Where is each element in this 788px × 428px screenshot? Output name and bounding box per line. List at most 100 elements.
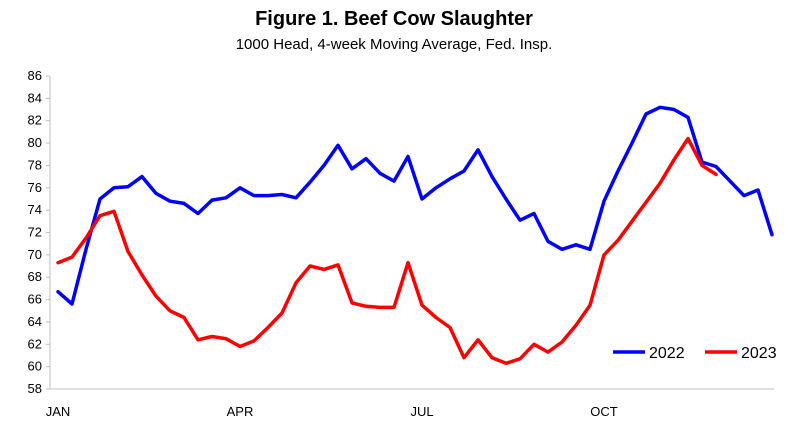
- data-point-2023: [280, 311, 284, 315]
- data-point-2023: [574, 324, 578, 327]
- data-point-2023: [546, 350, 550, 354]
- data-point-2022: [126, 185, 130, 188]
- data-point-2023: [420, 303, 424, 307]
- data-point-2022: [756, 188, 760, 192]
- data-point-2022: [98, 197, 102, 201]
- data-point-2023: [462, 356, 466, 359]
- data-point-2022: [476, 148, 480, 151]
- data-point-2022: [70, 302, 74, 306]
- y-tick-label: 78: [28, 157, 42, 172]
- data-point-2023: [210, 335, 214, 338]
- data-point-2022: [182, 202, 186, 205]
- series-line-2022: [56, 105, 774, 306]
- data-point-2023: [602, 253, 606, 257]
- legend-label-2022: 2022: [649, 345, 685, 362]
- data-point-2023: [406, 261, 410, 264]
- y-tick-label: 70: [28, 247, 42, 262]
- data-point-2022: [56, 290, 60, 293]
- data-point-2022: [224, 196, 228, 200]
- y-tick-label: 82: [28, 113, 42, 128]
- data-point-2022: [672, 108, 676, 111]
- x-tick-label: APR: [227, 404, 254, 419]
- y-tick-label: 86: [28, 68, 42, 83]
- data-point-2023: [140, 273, 144, 277]
- chart-subtitle: 1000 Head, 4-week Moving Average, Fed. I…: [235, 36, 553, 53]
- data-point-2023: [84, 236, 88, 240]
- data-point-2022: [714, 165, 718, 168]
- data-point-2023: [168, 309, 172, 312]
- y-tick-label: 62: [28, 336, 42, 351]
- data-point-2022: [392, 179, 396, 183]
- y-tick-label: 72: [28, 225, 42, 240]
- data-point-2022: [630, 141, 634, 145]
- data-point-2023: [616, 239, 620, 242]
- series-line-2023: [56, 136, 718, 366]
- data-point-2023: [476, 338, 480, 342]
- y-tick-label: 76: [28, 180, 42, 195]
- data-point-2023: [672, 158, 676, 162]
- data-point-2023: [658, 182, 662, 185]
- data-point-2023: [630, 220, 634, 223]
- data-point-2022: [112, 186, 116, 189]
- data-point-2023: [350, 301, 354, 305]
- data-point-2022: [154, 192, 158, 195]
- data-point-2023: [98, 214, 102, 217]
- y-tick-label: 74: [28, 202, 42, 217]
- data-point-2022: [84, 248, 88, 251]
- y-tick-label: 84: [28, 90, 42, 105]
- data-point-2023: [392, 306, 396, 309]
- data-point-2022: [252, 194, 256, 197]
- data-point-2022: [658, 106, 662, 109]
- data-point-2023: [182, 316, 186, 319]
- data-point-2023: [434, 316, 438, 319]
- data-point-2023: [112, 210, 116, 213]
- data-point-2023: [518, 357, 522, 361]
- data-point-2022: [266, 194, 270, 197]
- data-point-2023: [70, 255, 74, 259]
- data-point-2023: [56, 261, 60, 264]
- data-point-2022: [770, 233, 774, 236]
- data-point-2022: [602, 200, 606, 203]
- data-point-2022: [742, 194, 746, 197]
- data-point-2022: [238, 186, 242, 189]
- data-point-2023: [560, 340, 564, 344]
- data-point-2022: [210, 198, 214, 202]
- data-point-2022: [406, 155, 410, 158]
- x-tick-label: OCT: [590, 404, 618, 419]
- x-tick-label: JUL: [410, 404, 433, 419]
- data-point-2022: [518, 219, 522, 222]
- data-point-2023: [266, 326, 270, 329]
- data-point-2022: [280, 193, 284, 196]
- y-tick-label: 66: [28, 292, 42, 307]
- data-point-2022: [504, 197, 508, 201]
- data-point-2022: [574, 243, 578, 246]
- y-tick-label: 60: [28, 359, 42, 374]
- data-point-2023: [224, 337, 228, 340]
- data-point-2022: [378, 172, 382, 175]
- y-tick-label: 68: [28, 269, 42, 284]
- x-tick-label: JAN: [46, 404, 71, 419]
- data-point-2022: [336, 144, 340, 147]
- data-point-2022: [196, 212, 200, 215]
- data-point-2022: [350, 167, 354, 170]
- data-point-2023: [294, 281, 298, 285]
- data-point-2023: [714, 173, 718, 176]
- y-tick-label: 58: [28, 381, 42, 396]
- data-point-2022: [546, 240, 550, 243]
- data-point-2023: [322, 268, 326, 271]
- data-point-2023: [700, 164, 704, 167]
- y-tick-label: 64: [28, 314, 42, 329]
- data-point-2023: [532, 343, 536, 346]
- data-point-2023: [126, 250, 130, 253]
- data-point-2022: [490, 175, 494, 178]
- data-point-2022: [434, 186, 438, 189]
- data-point-2022: [448, 177, 452, 181]
- data-point-2022: [588, 248, 592, 251]
- data-point-2022: [616, 169, 620, 173]
- data-point-2023: [490, 356, 494, 359]
- data-point-2022: [294, 196, 298, 200]
- data-point-2022: [644, 112, 648, 116]
- data-point-2022: [322, 164, 326, 167]
- data-point-2022: [728, 179, 732, 183]
- data-point-2023: [154, 295, 158, 298]
